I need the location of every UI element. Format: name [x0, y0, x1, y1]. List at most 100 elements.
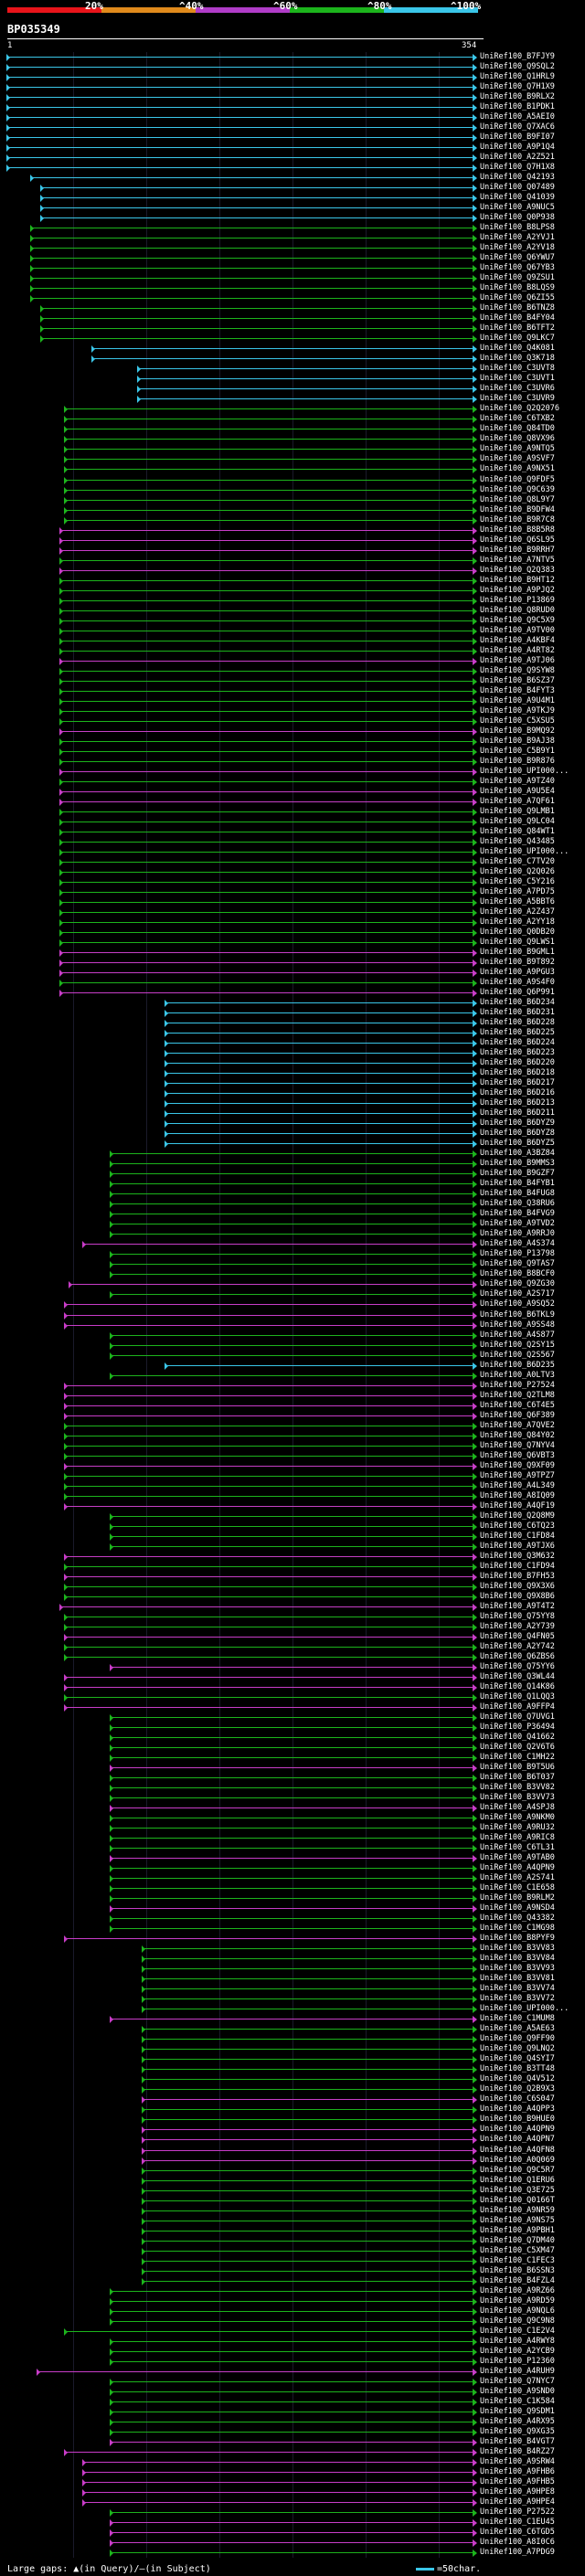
hit-label[interactable]: UniRef100_Q6ZI55	[480, 293, 555, 303]
hit-label[interactable]: UniRef100_Q2S567	[480, 1350, 555, 1360]
hit-row[interactable]: UniRef100_Q84Y02	[0, 1431, 585, 1440]
hit-row[interactable]: UniRef100_A9T4T2	[0, 1602, 585, 1611]
hit-row[interactable]: UniRef100_Q38RU6	[0, 1199, 585, 1209]
hit-row[interactable]: UniRef100_Q6YWU7	[0, 253, 585, 263]
hit-label[interactable]: UniRef100_C1E658	[480, 1883, 555, 1893]
hit-label[interactable]: UniRef100_A9TAB0	[480, 1853, 555, 1863]
hit-label[interactable]: UniRef100_B9FI07	[480, 133, 555, 143]
hit-label[interactable]: UniRef100_A9SND0	[480, 2386, 555, 2396]
hit-row[interactable]: UniRef100_P12360	[0, 2357, 585, 2366]
hit-row[interactable]: UniRef100_Q9TAS7	[0, 1259, 585, 1269]
hit-row[interactable]: UniRef100_A9PGU3	[0, 968, 585, 978]
hit-row[interactable]: UniRef100_A9HPE4	[0, 2497, 585, 2507]
hit-row[interactable]: UniRef100_B6TNZ8	[0, 303, 585, 313]
hit-row[interactable]: UniRef100_B6SSN3	[0, 2266, 585, 2275]
hit-label[interactable]: UniRef100_C5B9Y1	[480, 746, 555, 756]
hit-row[interactable]: UniRef100_B9HT12	[0, 576, 585, 585]
hit-row[interactable]: UniRef100_A4QFN8	[0, 2146, 585, 2155]
hit-label[interactable]: UniRef100_B6D217	[480, 1078, 555, 1088]
hit-row[interactable]: UniRef100_Q9LNQ2	[0, 2044, 585, 2054]
hit-label[interactable]: UniRef100_B4FVG9	[480, 1209, 555, 1219]
hit-label[interactable]: UniRef100_B6D223	[480, 1048, 555, 1058]
hit-row[interactable]: UniRef100_C1FD84	[0, 1532, 585, 1541]
hit-label[interactable]: UniRef100_Q3M632	[480, 1551, 555, 1561]
hit-row[interactable]: UniRef100_Q0P938	[0, 213, 585, 223]
hit-label[interactable]: UniRef100_A9TVD2	[480, 1219, 555, 1229]
hit-label[interactable]: UniRef100_B9HT12	[480, 575, 555, 585]
hit-label[interactable]: UniRef100_A9TPZ7	[480, 1470, 555, 1480]
hit-row[interactable]: UniRef100_P13798	[0, 1249, 585, 1259]
hit-row[interactable]: UniRef100_Q3WL44	[0, 1672, 585, 1681]
hit-label[interactable]: UniRef100_C6TGD5	[480, 2527, 555, 2537]
hit-label[interactable]: UniRef100_A4S877	[480, 1330, 555, 1340]
hit-label[interactable]: UniRef100_Q0166T	[480, 2195, 555, 2205]
hit-row[interactable]: UniRef100_A0Q069	[0, 2156, 585, 2165]
hit-row[interactable]: UniRef100_B8PYF9	[0, 1934, 585, 1944]
hit-row[interactable]: UniRef100_B3VV82	[0, 1783, 585, 1793]
hit-label[interactable]: UniRef100_Q9X8B6	[480, 1591, 555, 1601]
hit-label[interactable]: UniRef100_C6S047	[480, 2094, 555, 2104]
hit-row[interactable]: UniRef100_B6D216	[0, 1088, 585, 1098]
hit-label[interactable]: UniRef100_B3TT48	[480, 2064, 555, 2074]
hit-row[interactable]: UniRef100_Q1ERU6	[0, 2176, 585, 2185]
hit-label[interactable]: UniRef100_C1EU45	[480, 2517, 555, 2527]
hit-label[interactable]: UniRef100_C3UVT1	[480, 374, 555, 384]
hit-label[interactable]: UniRef100_Q6P991	[480, 988, 555, 998]
hit-label[interactable]: UniRef100_A9FHB6	[480, 2466, 555, 2476]
hit-label[interactable]: UniRef100_P27524	[480, 1380, 555, 1390]
hit-row[interactable]: UniRef100_B3VV81	[0, 1974, 585, 1984]
hit-row[interactable]: UniRef100_Q9LC04	[0, 817, 585, 826]
hit-label[interactable]: UniRef100_Q3E725	[480, 2185, 555, 2195]
hit-label[interactable]: UniRef100_B4FYB1	[480, 1179, 555, 1189]
hit-row[interactable]: UniRef100_C1EU45	[0, 2518, 585, 2527]
hit-row[interactable]: UniRef100_Q9C639	[0, 485, 585, 494]
hit-label[interactable]: UniRef100_Q4K081	[480, 344, 555, 354]
hit-row[interactable]: UniRef100_B6D231	[0, 1008, 585, 1018]
hit-label[interactable]: UniRef100_Q7XAC6	[480, 122, 555, 133]
hit-row[interactable]: UniRef100_B6TFT2	[0, 323, 585, 334]
hit-row[interactable]: UniRef100_A9NKM0	[0, 1813, 585, 1823]
hit-label[interactable]: UniRef100_B1PDK1	[480, 102, 555, 112]
hit-row[interactable]: UniRef100_A9TZ40	[0, 777, 585, 786]
hit-row[interactable]: UniRef100_Q7UVG1	[0, 1712, 585, 1722]
hit-label[interactable]: UniRef100_Q67YB3	[480, 263, 555, 273]
hit-row[interactable]: UniRef100_B9T892	[0, 958, 585, 968]
hit-row[interactable]: UniRef100_A9NS75	[0, 2216, 585, 2225]
hit-label[interactable]: UniRef100_A2S741	[480, 1873, 555, 1883]
hit-row[interactable]: UniRef100_Q9LKC7	[0, 334, 585, 344]
hit-label[interactable]: UniRef100_Q9C9N8	[480, 2316, 555, 2326]
hit-label[interactable]: UniRef100_Q9C5X9	[480, 615, 555, 625]
hit-label[interactable]: UniRef100_A2YV18	[480, 243, 555, 253]
hit-row[interactable]: UniRef100_Q9XG35	[0, 2427, 585, 2436]
hit-row[interactable]: UniRef100_C1FEC3	[0, 2256, 585, 2265]
hit-row[interactable]: UniRef100_A7QVE2	[0, 1421, 585, 1430]
hit-row[interactable]: UniRef100_A4QPN7	[0, 2135, 585, 2145]
hit-label[interactable]: UniRef100_A9SQ52	[480, 1299, 555, 1309]
hit-label[interactable]: UniRef100_A2Z437	[480, 907, 555, 917]
hit-label[interactable]: UniRef100_A9TJX6	[480, 1541, 555, 1551]
hit-label[interactable]: UniRef100_A9RZ66	[480, 2285, 555, 2295]
hit-row[interactable]: UniRef100_Q9LWS1	[0, 938, 585, 948]
hit-label[interactable]: UniRef100_A9HPE4	[480, 2496, 555, 2507]
hit-label[interactable]: UniRef100_Q41039	[480, 193, 555, 203]
hit-label[interactable]: UniRef100_C6TXB2	[480, 414, 555, 424]
hit-row[interactable]: UniRef100_C7TV20	[0, 857, 585, 866]
hit-row[interactable]: UniRef100_Q0166T	[0, 2196, 585, 2205]
hit-label[interactable]: UniRef100_Q7H1X8	[480, 163, 555, 173]
hit-row[interactable]: UniRef100_A5BBT6	[0, 897, 585, 906]
hit-row[interactable]: UniRef100_Q9SYW8	[0, 666, 585, 675]
hit-row[interactable]: UniRef100_Q2SY15	[0, 1341, 585, 1350]
hit-row[interactable]: UniRef100_A4QPN9	[0, 2125, 585, 2135]
hit-label[interactable]: UniRef100_Q38RU6	[480, 1199, 555, 1209]
hit-row[interactable]: UniRef100_B9RLM2	[0, 1893, 585, 1903]
hit-row[interactable]: UniRef100_Q4FN05	[0, 1632, 585, 1641]
hit-row[interactable]: UniRef100_B9RLX2	[0, 92, 585, 102]
hit-row[interactable]: UniRef100_Q6P991	[0, 988, 585, 998]
hit-row[interactable]: UniRef100_A2S741	[0, 1873, 585, 1883]
hit-row[interactable]: UniRef100_Q2V6T6	[0, 1743, 585, 1753]
hit-label[interactable]: UniRef100_B6DYZ5	[480, 1139, 555, 1149]
hit-label[interactable]: UniRef100_A8I0C6	[480, 2537, 555, 2547]
hit-label[interactable]: UniRef100_Q7DM40	[480, 2235, 555, 2245]
hit-label[interactable]: UniRef100_B8LPS8	[480, 223, 555, 233]
hit-label[interactable]: UniRef100_B4RZ27	[480, 2446, 555, 2456]
